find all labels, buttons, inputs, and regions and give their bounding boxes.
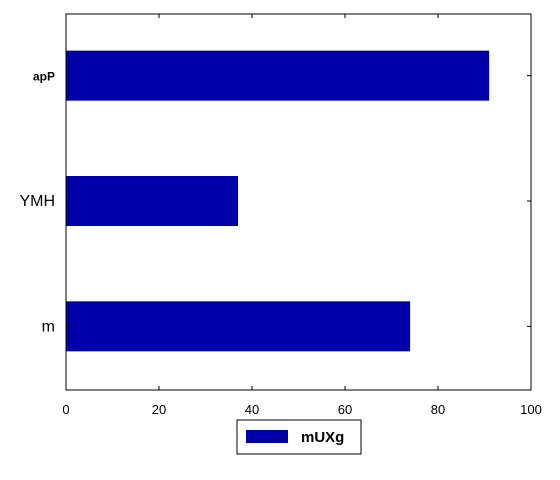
bar-m <box>66 301 411 352</box>
bar-YMH <box>66 176 239 226</box>
y-tick-label-YMH: YMH <box>19 193 55 210</box>
legend: mUXg <box>236 419 362 455</box>
x-tick-label: 40 <box>245 402 259 417</box>
x-tick-label: 100 <box>520 402 542 417</box>
plot-frame <box>65 13 532 391</box>
x-tick-label: 60 <box>338 402 352 417</box>
x-tick-label: 0 <box>62 402 69 417</box>
legend-swatch <box>246 430 288 443</box>
y-tick-label-m: m <box>42 318 55 335</box>
x-tick-label: 20 <box>152 402 166 417</box>
x-tick-label: 80 <box>431 402 445 417</box>
y-axis-tick-labels: apP YMH m <box>19 70 55 336</box>
bars-group <box>66 50 490 352</box>
legend-label: mUXg <box>301 429 344 446</box>
y-tick-label-apP: apP <box>33 70 55 84</box>
y-axis-ticks <box>66 75 531 327</box>
bar-apP <box>66 50 490 101</box>
